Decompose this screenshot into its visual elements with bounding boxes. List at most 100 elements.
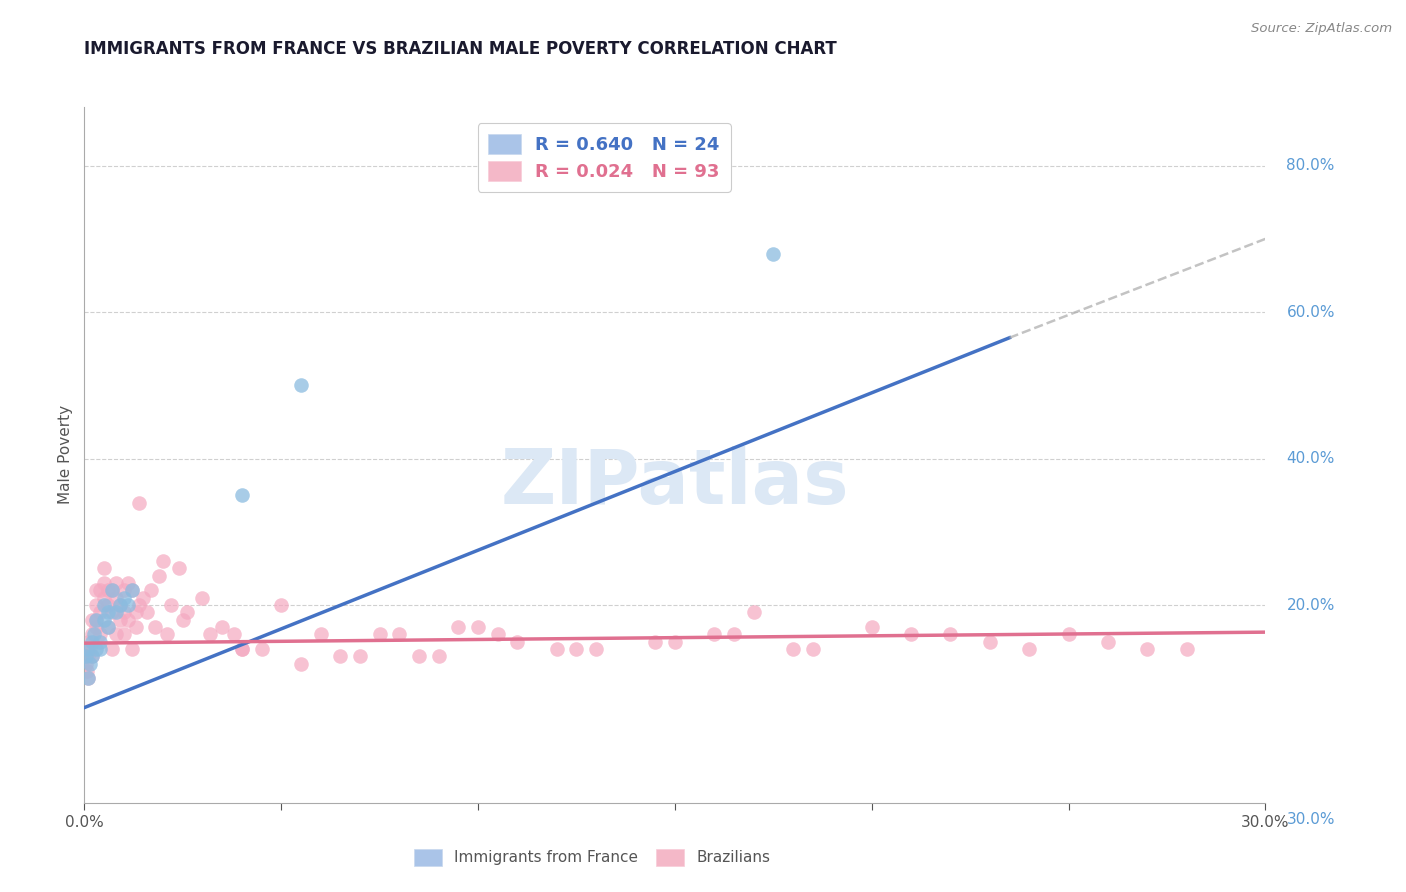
- Point: [104, 576, 127, 591]
- Point: [75, 649, 97, 664]
- Point: [112, 627, 135, 641]
- Point: [191, 591, 214, 605]
- Point: [101, 583, 124, 598]
- Text: 20.0%: 20.0%: [1286, 598, 1334, 613]
- Point: [77, 642, 100, 657]
- Point: [506, 634, 529, 648]
- Point: [723, 627, 745, 641]
- Point: [89, 627, 111, 641]
- Point: [101, 583, 124, 598]
- Point: [89, 642, 111, 657]
- Point: [77, 634, 100, 648]
- Point: [84, 642, 107, 657]
- Point: [167, 561, 190, 575]
- Point: [108, 598, 131, 612]
- Point: [112, 583, 135, 598]
- Point: [121, 583, 143, 598]
- Point: [97, 606, 120, 620]
- Point: [117, 576, 139, 591]
- Point: [108, 598, 131, 612]
- Point: [104, 591, 127, 605]
- Point: [128, 495, 150, 509]
- Point: [565, 642, 588, 657]
- Point: [1018, 642, 1040, 657]
- Point: [104, 606, 127, 620]
- Point: [84, 598, 107, 612]
- Point: [200, 627, 222, 641]
- Point: [329, 649, 352, 664]
- Point: [79, 642, 101, 657]
- Point: [75, 649, 97, 664]
- Point: [93, 591, 115, 605]
- Point: [703, 627, 725, 641]
- Point: [117, 598, 139, 612]
- Point: [290, 378, 312, 392]
- Point: [141, 583, 163, 598]
- Point: [75, 642, 97, 657]
- Point: [112, 606, 135, 620]
- Point: [93, 613, 115, 627]
- Point: [82, 613, 104, 627]
- Point: [447, 620, 470, 634]
- Point: [124, 620, 146, 634]
- Point: [82, 627, 104, 641]
- Point: [860, 620, 883, 634]
- Point: [84, 613, 107, 627]
- Point: [89, 583, 111, 598]
- Point: [801, 642, 824, 657]
- Point: [176, 606, 198, 620]
- Point: [664, 634, 686, 648]
- Point: [486, 627, 509, 641]
- Point: [82, 634, 104, 648]
- Point: [121, 642, 143, 657]
- Point: [97, 598, 120, 612]
- Point: [408, 649, 430, 664]
- Legend: Immigrants from France, Brazilians: Immigrants from France, Brazilians: [408, 843, 776, 871]
- Point: [124, 606, 146, 620]
- Point: [585, 642, 607, 657]
- Point: [93, 576, 115, 591]
- Point: [152, 554, 174, 568]
- Point: [136, 606, 159, 620]
- Point: [160, 598, 183, 612]
- Point: [132, 591, 155, 605]
- Point: [76, 664, 98, 678]
- Point: [309, 627, 332, 641]
- Point: [1097, 634, 1119, 648]
- Point: [101, 606, 124, 620]
- Point: [117, 613, 139, 627]
- Point: [84, 613, 107, 627]
- Point: [77, 671, 100, 685]
- Point: [84, 583, 107, 598]
- Point: [172, 613, 194, 627]
- Point: [231, 488, 253, 502]
- Point: [231, 642, 253, 657]
- Point: [97, 620, 120, 634]
- Point: [250, 642, 273, 657]
- Point: [427, 649, 450, 664]
- Text: 40.0%: 40.0%: [1286, 451, 1334, 467]
- Point: [121, 583, 143, 598]
- Point: [82, 649, 104, 664]
- Point: [97, 583, 120, 598]
- Point: [222, 627, 245, 641]
- Text: 60.0%: 60.0%: [1286, 304, 1334, 319]
- Point: [388, 627, 411, 641]
- Point: [89, 634, 111, 648]
- Point: [939, 627, 962, 641]
- Point: [467, 620, 489, 634]
- Point: [782, 642, 804, 657]
- Text: IMMIGRANTS FROM FRANCE VS BRAZILIAN MALE POVERTY CORRELATION CHART: IMMIGRANTS FROM FRANCE VS BRAZILIAN MALE…: [84, 40, 837, 58]
- Point: [1136, 642, 1159, 657]
- Point: [1057, 627, 1080, 641]
- Point: [84, 620, 107, 634]
- Text: Source: ZipAtlas.com: Source: ZipAtlas.com: [1251, 22, 1392, 36]
- Point: [148, 568, 170, 582]
- Point: [156, 627, 179, 641]
- Point: [546, 642, 568, 657]
- Y-axis label: Male Poverty: Male Poverty: [58, 405, 73, 505]
- Point: [762, 246, 785, 260]
- Point: [128, 598, 150, 612]
- Point: [270, 598, 292, 612]
- Point: [82, 649, 104, 664]
